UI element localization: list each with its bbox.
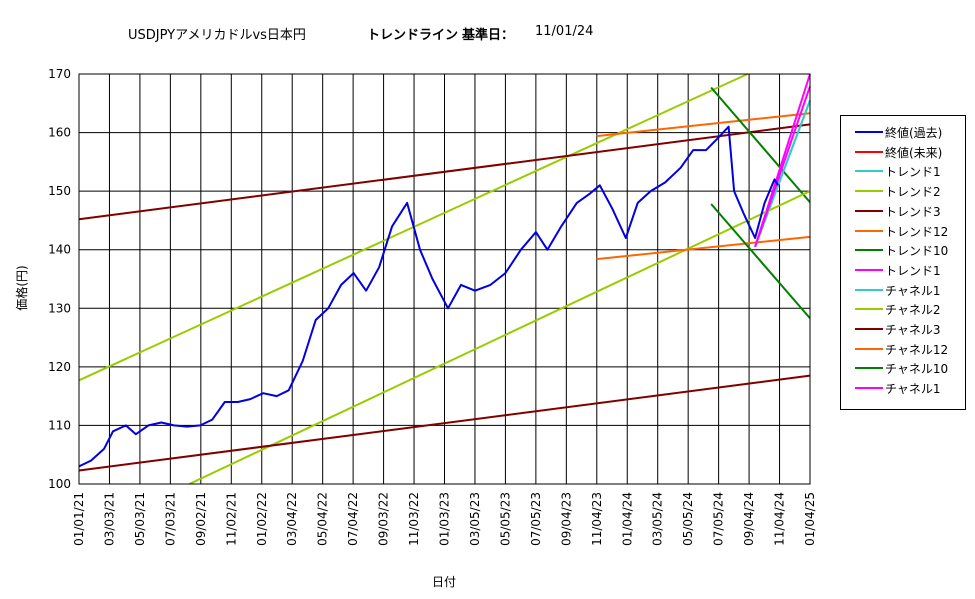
legend-label: チャネル12 bbox=[885, 342, 949, 357]
x-tick-label: 09/02/21 bbox=[194, 492, 208, 546]
y-tick-label: 140 bbox=[48, 243, 71, 257]
legend-swatch bbox=[855, 268, 883, 271]
x-tick-label: 03/04/22 bbox=[285, 492, 299, 546]
y-tick-label: 170 bbox=[48, 67, 71, 81]
legend-item: トレンド2 bbox=[841, 182, 965, 200]
legend-label: 終値(過去) bbox=[885, 126, 943, 140]
trend-line-10 bbox=[78, 374, 811, 472]
chart-title-pair: USDJPYアメリカドルvs日本円 bbox=[128, 28, 306, 43]
trend-line-12 bbox=[710, 203, 811, 319]
x-tick-label: 01/02/22 bbox=[255, 492, 269, 546]
legend-label: トレンド12 bbox=[885, 224, 949, 239]
legend-swatch bbox=[855, 170, 883, 173]
legend-swatch bbox=[855, 328, 883, 330]
legend-swatch bbox=[855, 150, 883, 153]
x-tick-label: 05/05/24 bbox=[681, 492, 695, 546]
legend-label: 終値(未来) bbox=[885, 145, 943, 160]
x-axis: 01/01/21 03/03/21 05/03/21 07/03/21 09/02/21… bbox=[72, 492, 817, 546]
legend-swatch bbox=[855, 367, 883, 370]
x-tick-label: 03/03/21 bbox=[102, 492, 116, 546]
base-date-label: 基準日： bbox=[462, 28, 515, 43]
legend-item: チャネル1 bbox=[841, 281, 965, 299]
chart-legend: 終値(過去) 終値(未来) トレンド1 トレンド2 トレンド3 トレンド12 トレンド10 ト… bbox=[840, 115, 966, 410]
chart-title-trendline: トレンドライン bbox=[367, 28, 459, 43]
trend-line-9 bbox=[188, 190, 811, 485]
x-tick-label: 09/04/23 bbox=[559, 492, 573, 546]
y-tick-label: 110 bbox=[48, 418, 71, 432]
legend-label: チャネル2 bbox=[885, 303, 941, 318]
price-series bbox=[78, 125, 779, 468]
legend-item: トレンド3 bbox=[841, 202, 965, 220]
x-tick-label: 05/04/22 bbox=[316, 492, 330, 546]
x-tick-label: 07/05/24 bbox=[712, 492, 726, 546]
x-tick-label: 07/03/21 bbox=[163, 492, 177, 546]
legend-item: チャネル12 bbox=[841, 340, 965, 358]
x-axis-label: 日付 bbox=[432, 575, 456, 589]
legend-swatch bbox=[855, 131, 883, 133]
legend-item: チャネル2 bbox=[841, 300, 965, 318]
legend-swatch bbox=[855, 249, 883, 252]
legend-item: チャネル10 bbox=[841, 359, 965, 377]
legend-label: トレンド3 bbox=[885, 204, 941, 219]
legend-swatch bbox=[855, 190, 883, 193]
legend-item: チャネル1 bbox=[841, 379, 965, 397]
x-tick-label: 01/04/24 bbox=[620, 492, 634, 546]
base-date-value: 11/01/24 bbox=[535, 24, 594, 39]
y-tick-label: 160 bbox=[48, 126, 71, 140]
x-tick-label: 05/03/21 bbox=[133, 492, 147, 546]
x-tick-label: 11/04/24 bbox=[773, 492, 787, 546]
legend-label: トレンド1 bbox=[885, 165, 941, 180]
x-tick-label: 03/05/24 bbox=[651, 492, 665, 546]
trend-line-5 bbox=[596, 112, 811, 138]
x-tick-label: 11/03/22 bbox=[407, 492, 421, 546]
legend-swatch bbox=[855, 347, 883, 350]
legend-swatch bbox=[855, 229, 883, 232]
y-tick-label: 130 bbox=[48, 301, 71, 315]
legend-label: トレンド10 bbox=[885, 244, 949, 259]
legend-item: 終値(未来) bbox=[841, 143, 965, 161]
legend-item: トレンド10 bbox=[841, 241, 965, 259]
y-tick-label: 150 bbox=[48, 184, 71, 198]
legend-label: トレンド2 bbox=[885, 185, 941, 200]
legend-item: トレンド1 bbox=[841, 162, 965, 180]
legend-swatch bbox=[855, 288, 883, 291]
x-tick-label: 01/03/23 bbox=[438, 492, 452, 546]
price-line bbox=[78, 125, 779, 468]
trend-line-4 bbox=[78, 123, 811, 221]
x-tick-label: 09/04/24 bbox=[742, 492, 756, 546]
x-tick-label: 01/04/25 bbox=[803, 492, 817, 546]
trend-line-6 bbox=[710, 86, 811, 203]
y-tick-label: 120 bbox=[48, 360, 71, 374]
legend-item: チャネル3 bbox=[841, 320, 965, 338]
legend-swatch bbox=[855, 387, 883, 390]
legend-item: 終値(過去) bbox=[841, 123, 965, 141]
plot-area-frame bbox=[78, 73, 811, 485]
legend-label: チャネル3 bbox=[885, 323, 941, 337]
x-tick-label: 01/01/21 bbox=[72, 492, 86, 546]
trend-line-13 bbox=[754, 85, 811, 248]
x-tick-label: 03/05/23 bbox=[468, 492, 482, 546]
legend-label: チャネル1 bbox=[885, 283, 941, 298]
x-tick-label: 05/05/23 bbox=[498, 492, 512, 546]
legend-item: トレンド12 bbox=[841, 222, 965, 240]
y-axis: 100 110 120 130 140 150 160 170 bbox=[48, 67, 71, 491]
trend-line-11 bbox=[596, 235, 811, 261]
legend-swatch bbox=[855, 209, 883, 212]
x-tick-label: 11/04/23 bbox=[590, 492, 604, 546]
x-tick-label: 11/02/21 bbox=[224, 492, 238, 546]
legend-label: チャネル1 bbox=[885, 382, 941, 397]
x-tick-label: 07/04/22 bbox=[346, 492, 360, 546]
legend-label: チャネル10 bbox=[885, 362, 949, 377]
legend-item: トレンド1 bbox=[841, 261, 965, 279]
legend-swatch bbox=[855, 308, 883, 311]
x-tick-label: 09/03/22 bbox=[377, 492, 391, 546]
legend-label: トレンド1 bbox=[885, 263, 941, 278]
x-tick-label: 07/05/23 bbox=[529, 492, 543, 546]
y-axis-label: 価格(円) bbox=[14, 265, 29, 310]
y-tick-label: 100 bbox=[48, 477, 71, 491]
